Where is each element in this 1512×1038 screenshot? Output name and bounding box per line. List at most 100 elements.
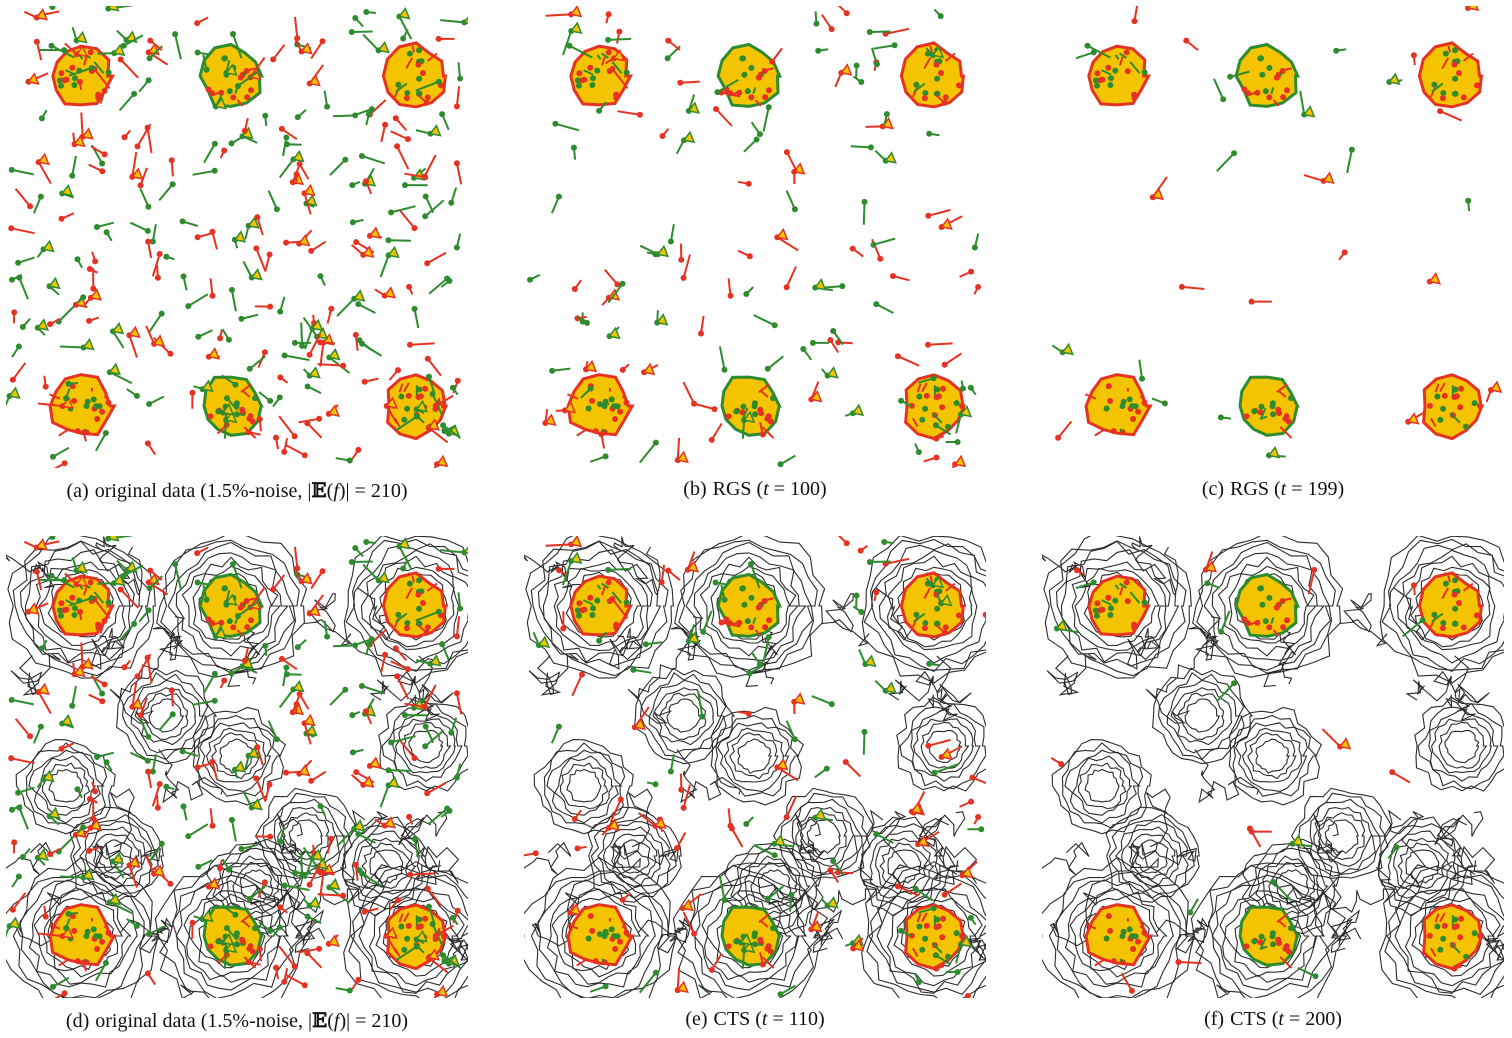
cell-cluster [716, 572, 783, 638]
noise-edge [427, 888, 442, 907]
noise-point [388, 209, 395, 216]
noise-point [873, 61, 880, 68]
noise-point [217, 865, 224, 872]
cell-region [48, 373, 117, 437]
noise-point [652, 781, 659, 788]
critical-point [748, 64, 755, 71]
caption-tag: (e) [685, 1008, 708, 1030]
critical-point [916, 923, 923, 930]
critical-point [740, 55, 746, 62]
noise-point [194, 579, 201, 586]
contour-line [525, 536, 674, 679]
noise-cell [654, 816, 667, 829]
noise-edge [426, 781, 447, 795]
noise-edge [211, 231, 218, 250]
noise-cell [297, 764, 311, 777]
critical-point [58, 612, 64, 619]
noise-point [1410, 52, 1417, 59]
caption-var: f [333, 1010, 340, 1032]
noise-edge [158, 713, 174, 732]
noise-point [163, 253, 170, 260]
contour-line [590, 813, 677, 899]
contour-line [148, 698, 185, 733]
cell-cluster [1234, 572, 1301, 638]
noise-point [101, 681, 108, 688]
separatrix [761, 602, 765, 607]
noise-edge [319, 342, 325, 367]
noise-cell [221, 403, 235, 416]
noise-cell [225, 63, 238, 76]
contour-line [1379, 536, 1504, 684]
noise-edge [379, 254, 390, 278]
noise-point [277, 904, 284, 911]
noise-point [867, 144, 874, 151]
noise-edge [284, 884, 310, 891]
critical-point [1276, 410, 1283, 417]
contour-line [886, 555, 978, 651]
critical-point [581, 606, 588, 613]
noise-point [619, 280, 626, 287]
critical-point [589, 612, 596, 618]
contour-line [239, 869, 274, 904]
noise-edge [682, 254, 691, 279]
noise-point [324, 633, 331, 640]
noise-point [353, 769, 360, 776]
critical-point [74, 428, 81, 435]
noise-point [549, 367, 556, 374]
critical-point [939, 934, 946, 941]
contour-line [609, 842, 679, 870]
noise-point [404, 666, 411, 673]
noise-edge [385, 935, 398, 954]
noise-edge [767, 885, 784, 900]
noise-edge [278, 688, 295, 709]
noise-cell [8, 916, 21, 929]
noise-point [771, 322, 778, 329]
noise-point [439, 641, 446, 648]
contour-line [343, 861, 468, 998]
noise-point [579, 671, 585, 678]
noise-edge [786, 151, 798, 172]
noise-edge [35, 41, 43, 61]
noise-point [203, 66, 210, 73]
noise-features [6, 536, 468, 998]
noise-edge [390, 205, 416, 214]
noise-edge [639, 244, 659, 256]
noise-point [1161, 400, 1168, 407]
noise-edge [395, 945, 418, 962]
noise-cell [310, 318, 324, 332]
critical-point [1123, 49, 1130, 56]
contour-line [1048, 540, 1187, 677]
separatrix [763, 67, 774, 72]
noise-point [270, 56, 277, 63]
critical-point [222, 55, 228, 62]
noise-edge [306, 422, 323, 439]
noise-point [352, 861, 359, 868]
caption-tag: (d) [65, 1010, 90, 1032]
critical-point [766, 87, 772, 94]
contour-line [226, 855, 284, 916]
critical-point [921, 95, 928, 102]
noise-point [69, 702, 76, 709]
critical-point [725, 943, 732, 950]
noise-point [278, 125, 285, 132]
noise-point [283, 664, 290, 671]
critical-point [1141, 69, 1148, 76]
noise-edge [850, 145, 871, 149]
noise-point [209, 758, 216, 765]
noise-point [429, 921, 436, 927]
separatrix [1119, 56, 1124, 66]
contour-line [1121, 826, 1182, 887]
contour-line [546, 879, 657, 988]
contour-lines [1042, 536, 1504, 998]
contour-line [863, 538, 986, 671]
separatrix [245, 67, 256, 72]
noise-edge [413, 838, 420, 859]
critical-point [415, 61, 422, 68]
noise-point [363, 708, 369, 715]
critical-point [1452, 577, 1459, 584]
noise-point [278, 655, 285, 662]
noise-edge [112, 860, 125, 879]
critical-point [1107, 397, 1114, 404]
contour-line [167, 541, 296, 671]
noise-edge [442, 424, 462, 439]
